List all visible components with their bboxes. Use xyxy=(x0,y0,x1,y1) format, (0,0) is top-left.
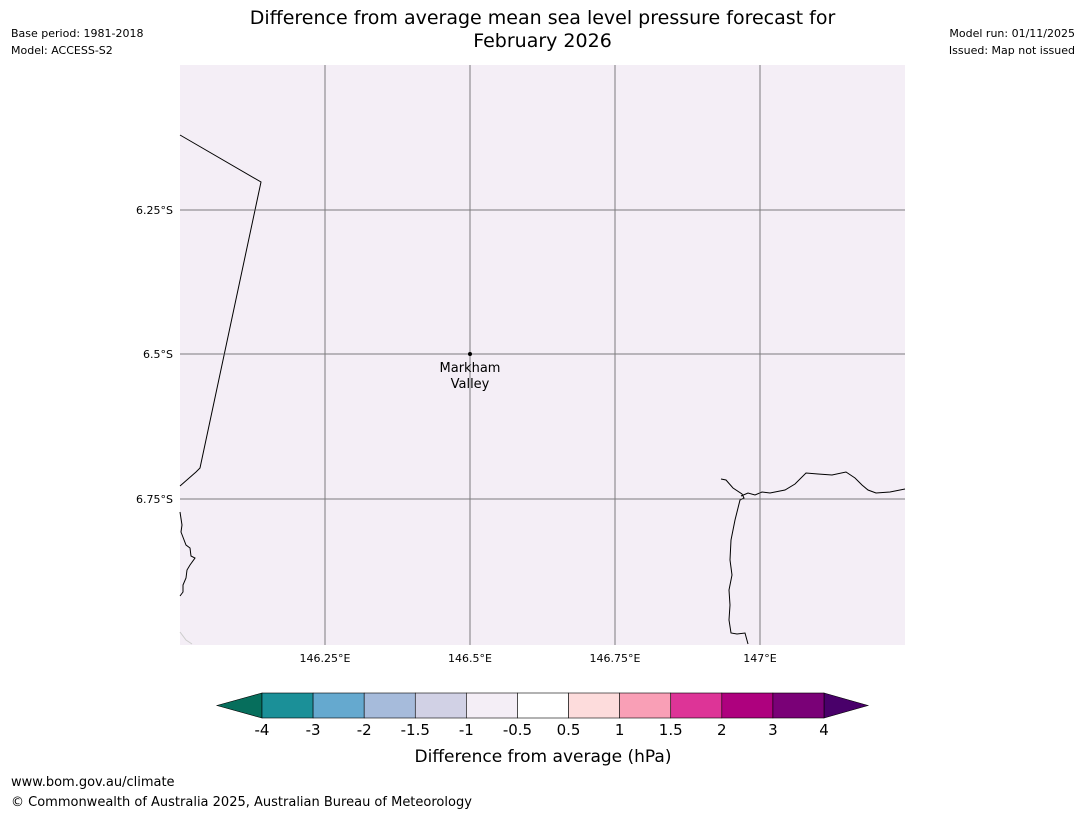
base-period: Base period: 1981-2018 xyxy=(11,27,144,40)
colorbar-segment xyxy=(261,692,314,719)
colorbar-segment xyxy=(772,692,825,719)
place-label-line-2: Valley xyxy=(451,377,490,392)
border-line xyxy=(179,134,262,487)
colorbar-tick-label: 3 xyxy=(768,721,778,739)
longitude-label: 146.25°E xyxy=(300,652,351,665)
model-run: Model run: 01/11/2025 xyxy=(949,27,1075,40)
longitude-label: 146.75°E xyxy=(590,652,641,665)
latitude-label: 6.5°S xyxy=(143,348,173,361)
colorbar-segment xyxy=(414,692,467,719)
colorbar-tick-label: -0.5 xyxy=(503,721,532,739)
colorbar-tick-label: 1.5 xyxy=(659,721,683,739)
map-area xyxy=(180,65,905,645)
latitude-label: 6.75°S xyxy=(136,493,173,506)
map-title: Difference from average mean sea level p… xyxy=(0,7,1085,53)
latitude-label: 6.25°S xyxy=(136,204,173,217)
place-marker xyxy=(468,352,472,356)
place-label-line-1: Markham xyxy=(440,361,501,376)
colorbar: -4 -3 -2 -1.5 -1 -0.5 0.5 1 1.5 2 3 4 xyxy=(215,692,870,739)
longitude-label: 146.5°E xyxy=(448,652,492,665)
header-right: Model run: 01/11/2025 Issued: Map not is… xyxy=(949,25,1075,59)
colorbar-tick-label: 1 xyxy=(615,721,625,739)
coastline-east xyxy=(720,478,749,645)
issued-status: Issued: Map not issued xyxy=(948,44,1075,57)
colorbar-segment xyxy=(619,692,672,719)
colorbar-segment xyxy=(466,692,518,719)
footer-url[interactable]: www.bom.gov.au/climate xyxy=(11,775,175,790)
colorbar-tick-label: 4 xyxy=(819,721,829,739)
colorbar-tick-label: -1.5 xyxy=(401,721,430,739)
latitude-labels: 6.25°S 6.5°S 6.75°S xyxy=(136,204,173,506)
colorbar-over-extension xyxy=(823,692,870,719)
model-name: Model: ACCESS-S2 xyxy=(11,44,113,57)
colorbar-tick-label: -2 xyxy=(357,721,372,739)
colorbar-label: Difference from average (hPa) xyxy=(415,747,672,767)
colorbar-tick-label: 2 xyxy=(717,721,727,739)
footer-copyright: © Commonwealth of Australia 2025, Austra… xyxy=(11,795,472,810)
colorbar-tick-label: -4 xyxy=(255,721,270,739)
longitude-labels: 146.25°E 146.5°E 146.75°E 147°E xyxy=(300,652,777,665)
colorbar-segment xyxy=(670,692,723,719)
header-left: Base period: 1981-2018 Model: ACCESS-S2 xyxy=(11,25,143,59)
colorbar-tick-label: 0.5 xyxy=(557,721,581,739)
title-line-2: February 2026 xyxy=(473,30,612,52)
colorbar-under-extension xyxy=(215,692,263,719)
coastline-west xyxy=(179,511,196,597)
title-line-1: Difference from average mean sea level p… xyxy=(249,7,836,29)
colorbar-segment xyxy=(568,692,620,719)
colorbar-segment xyxy=(721,692,774,719)
colorbar-tick-label: -3 xyxy=(306,721,321,739)
colorbar-segment xyxy=(312,692,365,719)
colorbar-segment xyxy=(363,692,416,719)
longitude-label: 147°E xyxy=(743,652,776,665)
colorbar-tick-label: -1 xyxy=(459,721,474,739)
colorbar-segment xyxy=(517,692,569,719)
